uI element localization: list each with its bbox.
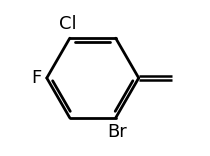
Text: F: F xyxy=(31,69,41,87)
Text: Br: Br xyxy=(107,123,127,141)
Text: Cl: Cl xyxy=(59,15,77,33)
